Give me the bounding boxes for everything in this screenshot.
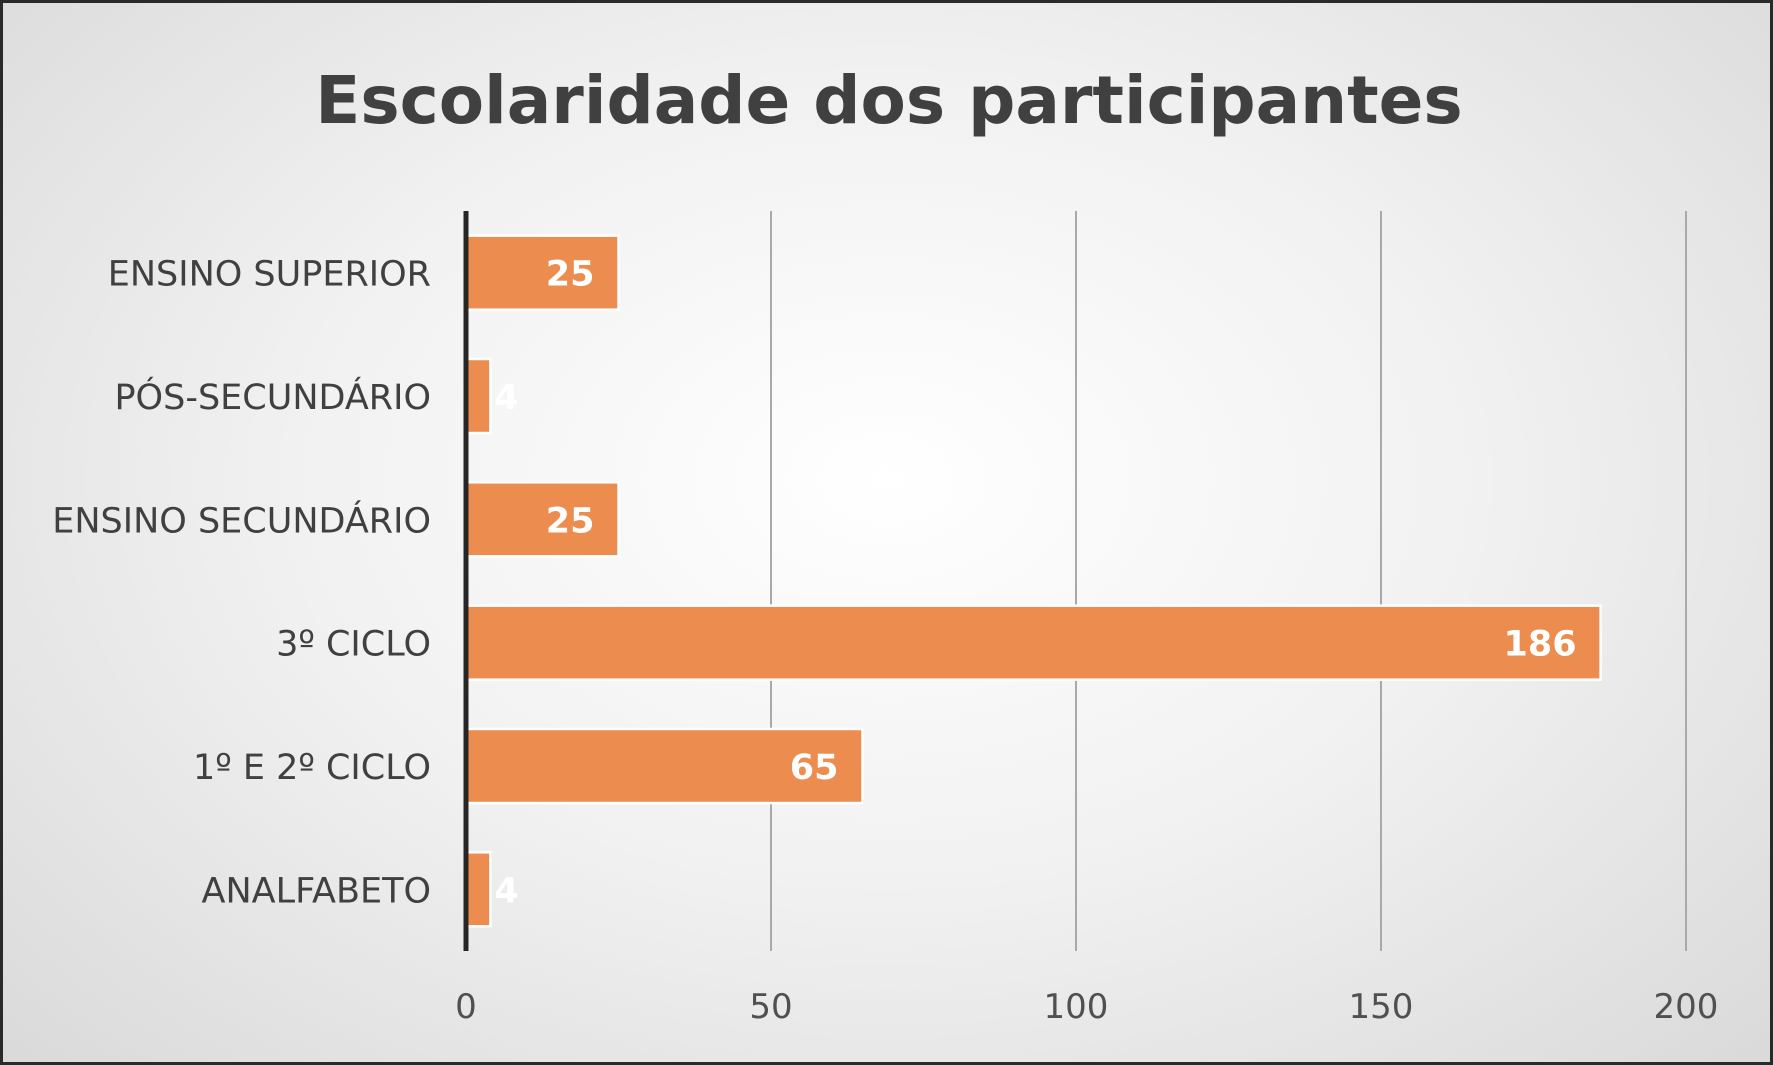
chart-title: Escolaridade dos participantes	[315, 62, 1462, 139]
bar	[464, 481, 620, 558]
data-label: 4	[494, 871, 518, 911]
data-label: 25	[546, 501, 595, 541]
x-tick-label: 100	[1044, 987, 1109, 1027]
x-tick-label: 50	[749, 987, 792, 1027]
x-tick-label: 150	[1349, 987, 1414, 1027]
data-label: 186	[1504, 625, 1577, 665]
bar	[464, 234, 620, 311]
bar	[464, 357, 492, 435]
category-label: PÓS-SECUNDÁRIO	[114, 376, 431, 418]
x-tick-labels: 0 50 100 150 200	[455, 987, 1718, 1027]
category-label: 3º CICLO	[276, 625, 431, 665]
category-label: ANALFABETO	[202, 871, 431, 911]
data-labels: 25 4 25 186 65 4	[494, 255, 1576, 912]
category-labels: ENSINO SUPERIOR PÓS-SECUNDÁRIO ENSINO SECU…	[52, 255, 431, 912]
data-label: 4	[494, 378, 518, 418]
data-label: 65	[790, 748, 839, 788]
bar-chart: Escolaridade dos participantes 25 4 25 186 6…	[52, 62, 1718, 1027]
category-label: ENSINO SECUNDÁRIO	[52, 499, 431, 541]
x-tick-label: 0	[455, 987, 477, 1027]
bar	[464, 851, 492, 928]
bar	[464, 727, 864, 805]
data-label: 25	[546, 255, 595, 295]
x-tick-label: 200	[1654, 987, 1719, 1027]
grid-lines	[770, 211, 1687, 951]
bars	[464, 234, 1602, 928]
category-label: ENSINO SUPERIOR	[108, 255, 431, 295]
category-label: 1º E 2º CICLO	[193, 748, 431, 788]
bar	[464, 604, 1602, 681]
